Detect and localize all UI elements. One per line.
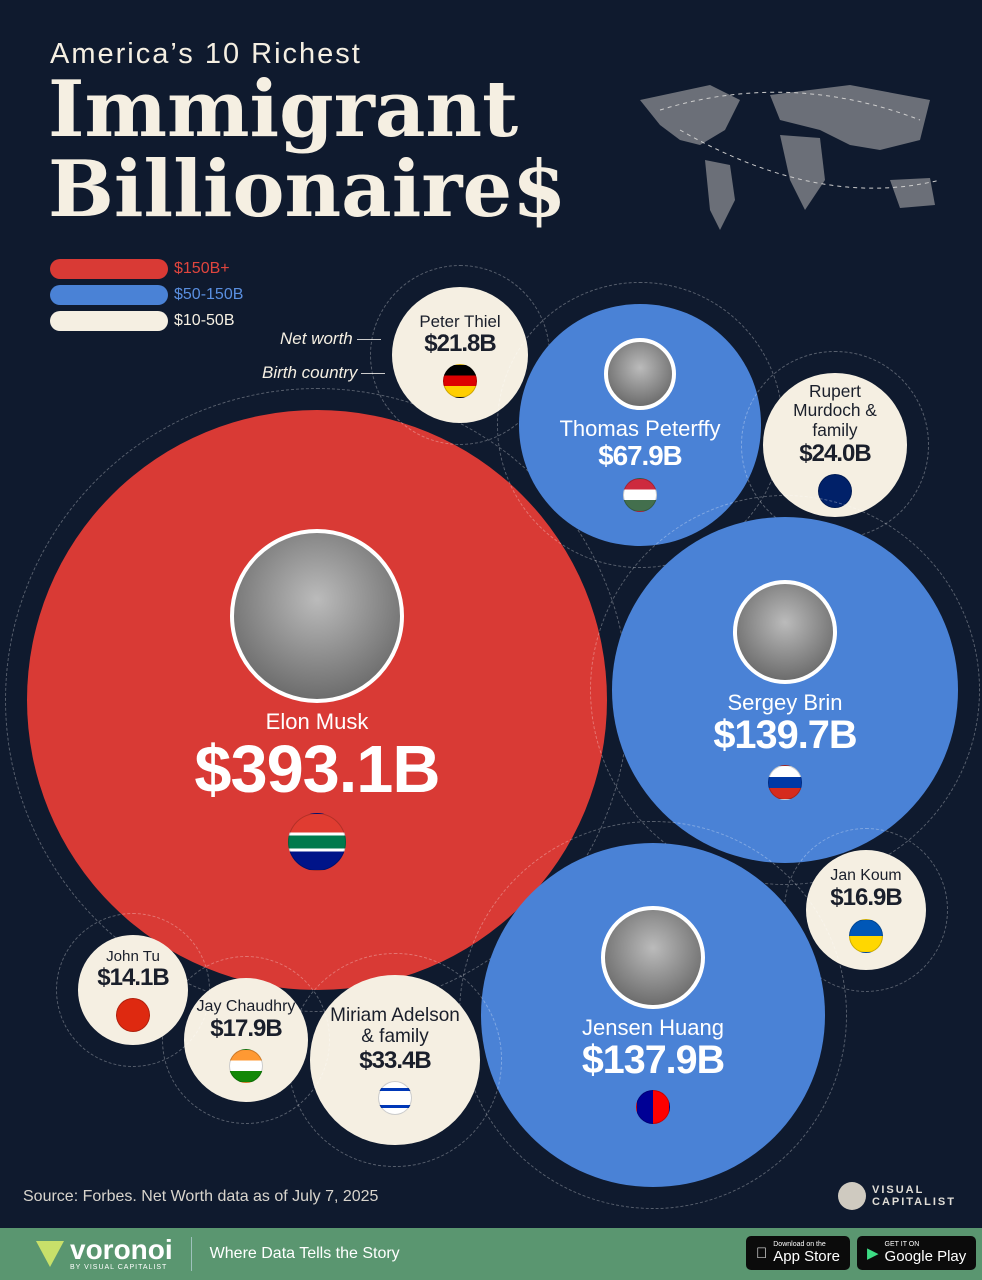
- tagline: Where Data Tells the Story: [209, 1245, 400, 1262]
- bubble-value: $17.9B: [210, 1014, 282, 1042]
- bubble-john-tu: John Tu $14.1B: [78, 935, 188, 1045]
- app-store-label: App Store: [762, 1248, 840, 1265]
- world-map-icon: [640, 85, 941, 230]
- flag-taiwan-icon: [635, 1089, 671, 1125]
- google-play-button[interactable]: ▶ GET IT ON Google Play: [857, 1236, 977, 1270]
- bubble-name: Miriam Adelson & family: [330, 1004, 460, 1048]
- bubble-jensen-huang: Jensen Huang $137.9B: [481, 843, 825, 1187]
- legend-swatch: [50, 311, 168, 331]
- flag-china-icon: [115, 998, 150, 1033]
- bubble-value: $139.7B: [713, 713, 857, 758]
- bubble-name: Rupert Murdoch & family: [793, 380, 877, 441]
- bubble-name: Elon Musk: [265, 709, 369, 735]
- page-title: Immigrant Billionaire$: [48, 70, 566, 230]
- legend-label: $50-150B: [174, 286, 244, 303]
- flag-india-icon: [228, 1048, 263, 1083]
- voronoi-byline: BY VISUAL CAPITALIST: [70, 1264, 168, 1271]
- portrait-photo: [230, 529, 404, 704]
- bubble-value: $67.9B: [598, 440, 682, 472]
- annotation-text: Net worth: [280, 329, 353, 348]
- source-note: Source: Forbes. Net Worth data as of Jul…: [23, 1188, 379, 1205]
- title-line-2: Billionaire$: [48, 144, 567, 235]
- portrait-photo: [603, 337, 677, 410]
- legend-label: $150B+: [174, 260, 230, 277]
- legend-item: $50-150B: [50, 282, 243, 308]
- bubble-sergey-brin: Sergey Brin $139.7B: [612, 517, 958, 863]
- vc-logo-text: VISUAL CAPITALIST: [872, 1184, 956, 1208]
- voronoi-logo[interactable]: voronoi BY VISUAL CAPITALIST: [36, 1234, 173, 1271]
- legend: $150B+ $50-150B $10-50B: [50, 256, 243, 334]
- bubble-name: Peter Thiel: [419, 311, 501, 331]
- bubble-rupert-murdoch-family: Rupert Murdoch & family $24.0B: [763, 373, 907, 517]
- google-play-small: GET IT ON: [884, 1241, 920, 1248]
- app-store-small: Download on the: [762, 1241, 826, 1248]
- flag-israel-icon: [377, 1081, 412, 1116]
- bubble-name: John Tu: [106, 947, 160, 965]
- footer-bar: voronoi BY VISUAL CAPITALIST Where Data T…: [0, 1228, 982, 1280]
- visual-capitalist-logo: VISUAL CAPITALIST: [838, 1182, 956, 1210]
- google-play-icon: ▶: [867, 1245, 879, 1262]
- bubble-elon-musk: Elon Musk $393.1B: [27, 410, 607, 990]
- legend-item: $150B+: [50, 256, 243, 282]
- bubble-jay-chaudhry: Jay Chaudhry $17.9B: [184, 978, 308, 1102]
- legend-item: $10-50B: [50, 308, 243, 334]
- apple-icon: : [756, 1245, 767, 1262]
- bubble-value: $393.1B: [194, 732, 440, 807]
- bubble-name: Thomas Peterffy: [559, 415, 721, 441]
- voronoi-wordmark: voronoi: [70, 1234, 173, 1265]
- legend-swatch: [50, 259, 168, 279]
- legend-label: $10-50B: [174, 312, 235, 329]
- subtitle: America’s 10 Richest: [50, 38, 362, 70]
- flag-hungary-icon: [622, 478, 657, 513]
- vc-logo-icon: [838, 1182, 866, 1210]
- legend-swatch: [50, 285, 168, 305]
- bubble-miriam-adelson-family: Miriam Adelson & family $33.4B: [310, 975, 480, 1145]
- annotation-text: Birth country: [262, 363, 358, 382]
- bubble-name: Jensen Huang: [582, 1014, 724, 1040]
- title-line-1: Immigrant: [48, 64, 519, 155]
- bubble-value: $24.0B: [799, 440, 871, 468]
- portrait-photo: [601, 905, 705, 1009]
- bubble-name: Jay Chaudhry: [196, 997, 296, 1016]
- voronoi-logo-icon: [36, 1241, 64, 1267]
- bubble-value: $137.9B: [581, 1038, 725, 1083]
- bubble-value: $14.1B: [97, 964, 169, 992]
- flag-ukraine-icon: [848, 918, 883, 953]
- bubble-value: $16.9B: [830, 884, 902, 912]
- flag-germany-icon: [442, 364, 477, 399]
- bubble-value: $33.4B: [359, 1047, 431, 1075]
- bubble-name: Jan Koum: [830, 867, 902, 885]
- divider: [190, 1237, 192, 1271]
- annotation-net-worth: Net worth: [280, 329, 381, 349]
- flag-russia-icon: [767, 765, 803, 800]
- google-play-label: Google Play: [884, 1248, 967, 1265]
- portrait-photo: [733, 580, 837, 685]
- flag-south-africa-icon: [288, 812, 346, 871]
- bubble-name: Sergey Brin: [727, 690, 843, 716]
- annotation-birth-country: Birth country: [262, 363, 386, 383]
- bubble-value: $21.8B: [424, 330, 496, 358]
- bubble-ring: [56, 913, 210, 1067]
